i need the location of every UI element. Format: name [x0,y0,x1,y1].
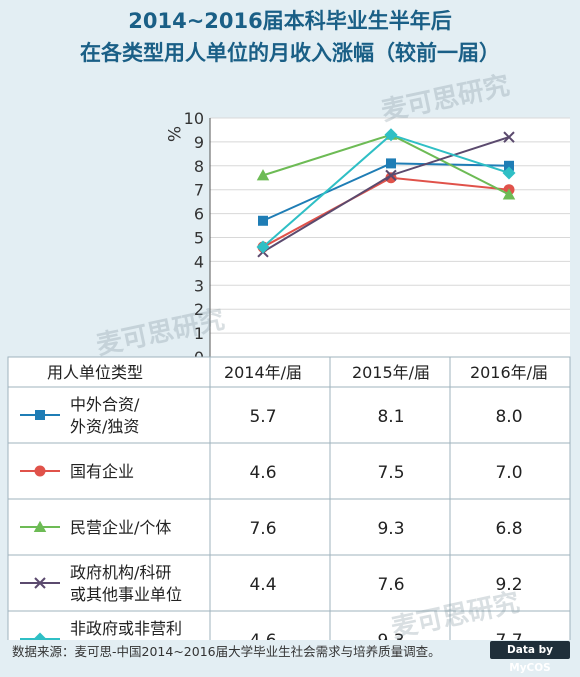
data-value-label: 5.7 [249,407,276,427]
data-point-diamond [33,632,47,640]
y-tick-label: 5 [194,229,204,248]
y-tick-label: 8 [194,157,204,176]
series-name-line2: 或其他事业单位 [70,585,182,604]
series-name: 民营企业/个体 [70,518,171,537]
chart-title-line1: 2014~2016届本科毕业生半年后 [128,9,452,33]
table-header-type: 用人单位类型 [47,363,143,382]
data-point-x [503,131,515,143]
data-value-label: 4.6 [249,631,276,640]
data-value-label: 9.3 [377,631,404,640]
data-source-note: 数据来源：麦可思-中国2014~2016届大学毕业生社会需求与培养质量调查。 [12,644,441,659]
data-value-label: 6.8 [495,519,522,539]
y-axis-label: % [163,126,183,142]
y-tick-label: 2 [194,300,204,319]
y-tick-label: 7 [194,181,204,200]
data-point-square [504,160,514,171]
data-point-square [258,215,268,226]
data-value-label: 7.5 [377,463,404,483]
data-point-diamond [502,166,516,180]
data-point-square [35,410,45,420]
data-value-label: 4.4 [249,575,276,595]
data-point-triangle [256,169,270,181]
data-point-triangle [502,188,516,200]
data-value-label: 7.6 [377,575,404,595]
chart-title-line2: 在各类型用人单位的月收入涨幅（较前一届） [80,41,500,65]
data-value-label: 7.6 [249,519,276,539]
data-value-label: 9.2 [495,575,522,595]
data-point-x [34,577,46,589]
series-name-line1: 政府机构/科研 [70,563,171,582]
y-tick-label: 10 [184,109,204,128]
data-point-triangle [33,520,47,532]
x-category-label: 2016年/届 [470,363,548,382]
y-tick-label: 4 [194,252,204,271]
data-value-label: 4.6 [249,463,276,483]
x-category-label: 2014年/届 [224,363,302,382]
data-value-label: 8.0 [495,407,522,427]
series-name: 国有企业 [70,462,134,481]
data-point-diamond [384,128,398,142]
data-value-label: 9.3 [377,519,404,539]
x-category-label: 2015年/届 [352,363,430,382]
chart: 012345678910%用人单位类型2014年/届2015年/届2016年/届… [7,109,571,640]
data-value-label: 7.7 [495,631,522,640]
series-name-line1: 中外合资/ [70,395,140,414]
y-tick-label: 1 [194,324,204,343]
y-tick-label: 9 [194,133,204,152]
y-tick-label: 6 [194,205,204,224]
data-by-badge: Data by MyCOS [490,641,570,674]
y-tick-label: 3 [194,276,204,295]
data-value-label: 7.0 [495,463,522,483]
series-name-line1: 非政府或非营利 [70,619,182,638]
data-point-diamond [256,240,270,254]
data-point-square [386,158,396,169]
data-point-x [385,169,397,182]
data-point-circle [34,465,46,477]
series-name-line2: 外资/独资 [70,417,139,436]
data-value-label: 8.1 [377,407,404,427]
